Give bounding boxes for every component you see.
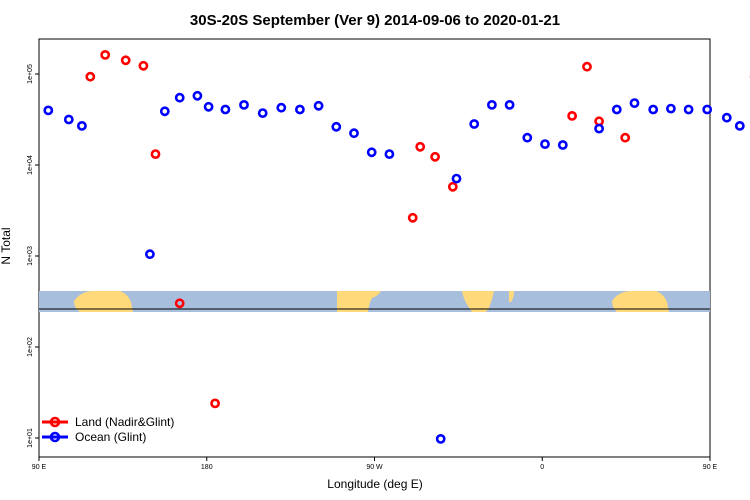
map-land-south-america (337, 291, 381, 312)
ocean-point (469, 119, 480, 129)
x-tick-label: 90 W (366, 464, 383, 471)
ocean-point (331, 121, 342, 132)
land-point (85, 71, 96, 82)
ocean-point (734, 121, 745, 131)
ocean-point (63, 114, 74, 125)
map-land-australia-repeat (612, 291, 669, 312)
ocean-point (629, 98, 640, 108)
ocean-point (276, 102, 287, 113)
y-tick-label: 1e+01 (27, 428, 34, 448)
land-point (120, 55, 131, 66)
ocean-point (611, 104, 622, 115)
ocean-point (294, 104, 305, 115)
land-point (430, 151, 440, 162)
map-strip-ocean (39, 291, 710, 312)
ocean-point (594, 123, 604, 134)
land-point (620, 132, 631, 143)
ocean-point (174, 92, 185, 103)
legend-marker-land (49, 416, 61, 428)
ocean-point (522, 132, 533, 143)
ocean-point (77, 121, 87, 131)
land-point (567, 111, 577, 121)
land-point (415, 141, 426, 152)
land-point (100, 50, 111, 60)
ocean-point (384, 149, 395, 159)
ocean-point (349, 128, 359, 139)
ocean-point (192, 90, 203, 101)
x-axis-label: Longitude (deg E) (327, 477, 422, 491)
land-point (447, 181, 458, 192)
series-land (85, 50, 750, 409)
legend-marker-ocean (49, 431, 61, 443)
ocean-point (239, 100, 249, 110)
ocean-point (486, 100, 497, 110)
x-tick-label: 0 (540, 464, 544, 471)
y-axis: 1e+01 1e+02 1e+03 1e+04 1e+05 (27, 64, 39, 448)
ocean-point (435, 433, 446, 444)
ocean-point (43, 105, 54, 116)
y-axis-label: N Total (0, 227, 13, 264)
land-point (138, 60, 149, 71)
land-point (174, 298, 185, 309)
ocean-point (683, 104, 694, 115)
ocean-point (451, 173, 462, 184)
ocean-point (540, 139, 550, 149)
ocean-point (366, 147, 377, 158)
ocean-point (666, 103, 676, 114)
series-ocean (43, 90, 745, 444)
plot-frame (38, 38, 711, 458)
x-tick-label: 90 E (32, 464, 47, 471)
x-tick-label: 90 E (703, 464, 718, 471)
ocean-point (504, 100, 515, 110)
ocean-point (144, 249, 155, 260)
x-tick-label: 180 (201, 464, 213, 471)
map-land-africa (462, 291, 494, 312)
x-axis: 90 E 180 90 W 0 90 E (32, 457, 718, 471)
legend-label-land: Land (Nadir&Glint) (75, 415, 174, 429)
legend: Land (Nadir&Glint) Ocean (Glint) (42, 415, 174, 444)
ocean-point (557, 140, 568, 150)
y-tick-label: 1e+04 (27, 155, 34, 175)
ocean-point (159, 106, 170, 117)
land-point (150, 149, 161, 159)
land-point (582, 61, 592, 72)
chart-title: 30S-20S September (Ver 9) 2014-09-06 to … (190, 12, 560, 29)
map-land-madagascar (509, 291, 514, 302)
ocean-point (648, 104, 659, 115)
map-land-australia (74, 291, 133, 312)
ocean-point (313, 100, 324, 111)
ocean-point (203, 101, 214, 112)
y-tick-label: 1e+03 (27, 246, 34, 266)
y-tick-label: 1e+02 (27, 337, 34, 357)
ocean-point (257, 108, 268, 118)
map-strip (39, 291, 710, 312)
ocean-point (702, 104, 713, 115)
ocean-point (220, 104, 231, 115)
land-point (210, 398, 220, 409)
y-tick-label: 1e+05 (27, 64, 34, 84)
ocean-point (721, 112, 732, 123)
legend-label-ocean: Ocean (Glint) (75, 430, 146, 444)
land-point (407, 212, 418, 223)
